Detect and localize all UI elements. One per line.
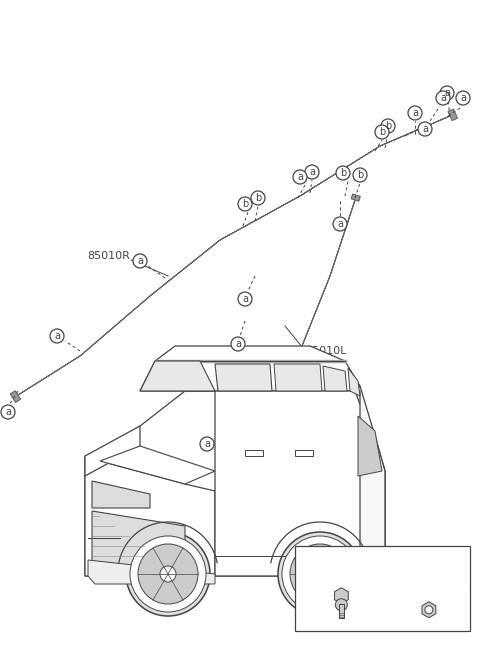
Circle shape bbox=[282, 536, 358, 612]
Text: b: b bbox=[242, 199, 248, 209]
Polygon shape bbox=[92, 511, 185, 574]
Polygon shape bbox=[355, 386, 385, 576]
Polygon shape bbox=[10, 391, 21, 402]
Polygon shape bbox=[100, 446, 215, 484]
Circle shape bbox=[456, 91, 470, 105]
Circle shape bbox=[130, 536, 206, 612]
Circle shape bbox=[238, 292, 252, 306]
Polygon shape bbox=[348, 368, 360, 396]
Circle shape bbox=[278, 532, 362, 616]
Circle shape bbox=[381, 119, 395, 133]
Polygon shape bbox=[274, 364, 322, 391]
Polygon shape bbox=[351, 194, 360, 201]
Polygon shape bbox=[88, 560, 215, 584]
Circle shape bbox=[293, 170, 307, 184]
Circle shape bbox=[251, 191, 265, 205]
Polygon shape bbox=[140, 361, 215, 391]
Text: a: a bbox=[5, 407, 11, 417]
Polygon shape bbox=[448, 109, 457, 121]
Text: a: a bbox=[422, 124, 428, 134]
Text: 1327CB: 1327CB bbox=[410, 563, 445, 572]
Circle shape bbox=[418, 122, 432, 136]
Text: a: a bbox=[54, 331, 60, 341]
Bar bbox=[245, 450, 263, 456]
Circle shape bbox=[302, 560, 316, 574]
Text: 85010L: 85010L bbox=[305, 346, 347, 356]
Circle shape bbox=[160, 566, 176, 582]
Polygon shape bbox=[92, 481, 150, 508]
Circle shape bbox=[353, 168, 367, 182]
Bar bbox=[295, 546, 470, 631]
Text: a: a bbox=[412, 108, 418, 118]
Circle shape bbox=[133, 254, 147, 268]
Circle shape bbox=[393, 560, 407, 574]
Circle shape bbox=[333, 217, 347, 231]
Polygon shape bbox=[18, 116, 450, 395]
Polygon shape bbox=[215, 391, 385, 576]
Polygon shape bbox=[422, 602, 436, 618]
Circle shape bbox=[425, 605, 433, 614]
Text: b: b bbox=[255, 193, 261, 203]
Polygon shape bbox=[210, 200, 355, 485]
Polygon shape bbox=[323, 366, 347, 391]
Polygon shape bbox=[85, 391, 385, 576]
Text: b: b bbox=[385, 121, 391, 131]
Text: b: b bbox=[379, 127, 385, 137]
Text: 1125AC: 1125AC bbox=[319, 554, 354, 563]
Text: a: a bbox=[137, 256, 143, 266]
Polygon shape bbox=[358, 416, 382, 476]
Circle shape bbox=[126, 532, 210, 616]
Circle shape bbox=[1, 405, 15, 419]
Polygon shape bbox=[85, 426, 140, 476]
Text: 11251F: 11251F bbox=[319, 563, 353, 572]
Circle shape bbox=[375, 125, 389, 139]
Text: a: a bbox=[337, 219, 343, 229]
Text: a: a bbox=[235, 339, 241, 349]
Circle shape bbox=[436, 91, 450, 105]
Circle shape bbox=[440, 86, 454, 100]
Polygon shape bbox=[335, 588, 348, 604]
Text: b: b bbox=[357, 170, 363, 180]
Text: a: a bbox=[297, 172, 303, 182]
Text: a: a bbox=[309, 167, 315, 177]
Text: a: a bbox=[204, 439, 210, 449]
Circle shape bbox=[231, 337, 245, 351]
Circle shape bbox=[290, 544, 350, 604]
Circle shape bbox=[200, 437, 214, 451]
Text: b: b bbox=[396, 562, 403, 572]
Text: a: a bbox=[444, 88, 450, 98]
Circle shape bbox=[312, 566, 328, 582]
Text: 1125KB: 1125KB bbox=[319, 572, 354, 581]
Circle shape bbox=[408, 106, 422, 120]
Text: b: b bbox=[340, 168, 346, 178]
Circle shape bbox=[305, 165, 319, 179]
Circle shape bbox=[336, 166, 350, 180]
Text: 85010R: 85010R bbox=[87, 251, 130, 261]
Text: a: a bbox=[306, 562, 312, 572]
Circle shape bbox=[238, 197, 252, 211]
Polygon shape bbox=[85, 456, 215, 576]
Text: a: a bbox=[460, 93, 466, 103]
Text: a: a bbox=[242, 294, 248, 304]
Bar bbox=[295, 450, 313, 456]
Text: a: a bbox=[440, 93, 446, 103]
Circle shape bbox=[50, 329, 64, 343]
Circle shape bbox=[138, 544, 198, 604]
Polygon shape bbox=[140, 346, 360, 391]
Bar bbox=[339, 604, 344, 618]
Circle shape bbox=[336, 599, 348, 611]
Polygon shape bbox=[215, 364, 272, 391]
